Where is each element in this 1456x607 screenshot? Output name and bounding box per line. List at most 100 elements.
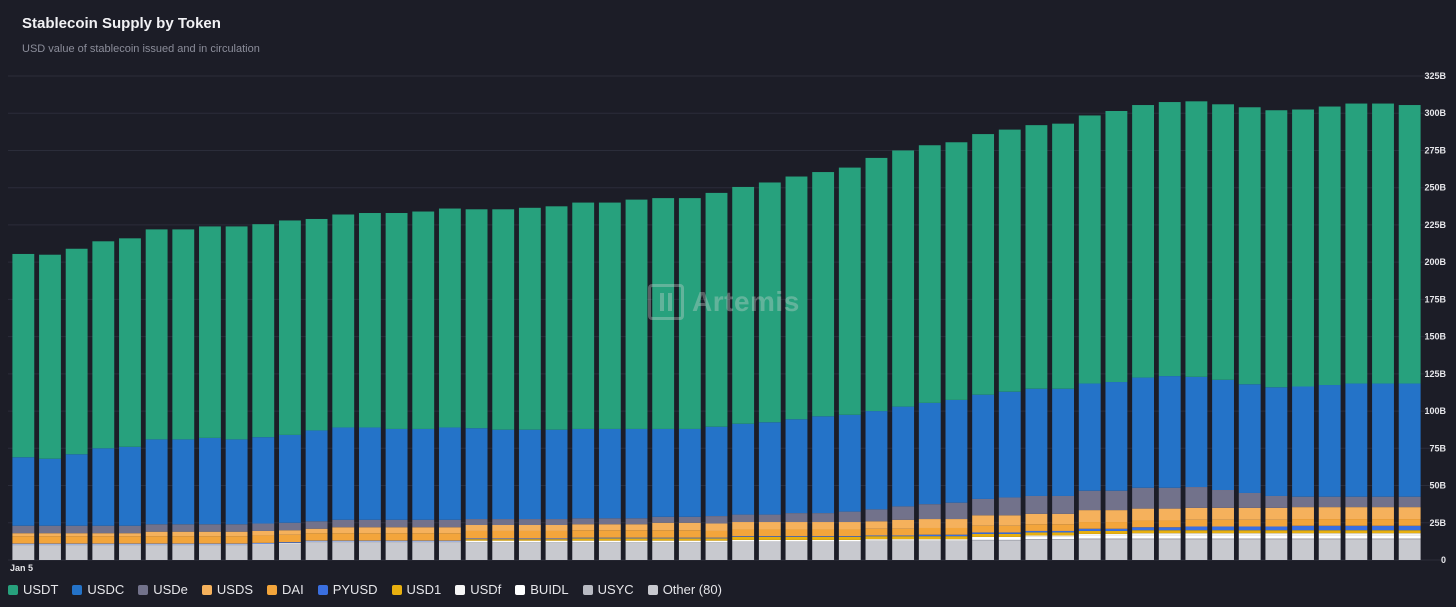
bar-segment-dai[interactable] <box>1158 520 1181 528</box>
bar-segment-usde[interactable] <box>252 523 275 531</box>
bar-segment-usdt[interactable] <box>199 226 221 438</box>
bar-segment-usdt[interactable] <box>1052 123 1075 389</box>
legend-item-usdf[interactable]: USDf <box>455 582 501 597</box>
bar-segment-buidl[interactable] <box>1292 535 1314 539</box>
bar-segment-usds[interactable] <box>305 528 328 534</box>
bar-segment-pyusd[interactable] <box>1158 527 1181 531</box>
bar-segment-usdc[interactable] <box>332 427 355 520</box>
bar-segment-pyusd[interactable] <box>279 542 301 543</box>
bar-segment-dai[interactable] <box>865 528 888 536</box>
bar-segment-other-80-[interactable] <box>252 544 275 560</box>
bar-segment-usdt[interactable] <box>518 207 541 430</box>
bar-segment-buidl[interactable] <box>172 544 195 546</box>
bar-segment-usde[interactable] <box>865 509 888 522</box>
bar-segment-usds[interactable] <box>279 530 301 535</box>
bar-segment-usde[interactable] <box>785 513 808 523</box>
bar-segment-usde[interactable] <box>1265 495 1288 508</box>
bar-segment-usdc[interactable] <box>1185 376 1208 488</box>
bar-segment-other-80-[interactable] <box>678 542 701 560</box>
bar-segment-usd1[interactable] <box>812 536 835 540</box>
bar-segment-pyusd[interactable] <box>225 543 248 545</box>
bar-segment-usd1[interactable] <box>598 538 621 541</box>
bar-segment-usds[interactable] <box>1105 510 1128 523</box>
bar-segment-usds[interactable] <box>1238 507 1261 520</box>
bar-segment-usdc[interactable] <box>545 429 568 520</box>
bar-segment-usdc[interactable] <box>1132 377 1154 488</box>
bar-segment-other-80-[interactable] <box>705 542 728 560</box>
bar-segment-usde[interactable] <box>1025 495 1048 514</box>
bar-segment-buidl[interactable] <box>705 540 728 543</box>
bar-segment-usdt[interactable] <box>1212 104 1234 380</box>
bar-segment-buidl[interactable] <box>812 539 835 542</box>
bar-segment-usdc[interactable] <box>65 454 88 526</box>
bar-segment-usd1[interactable] <box>572 538 595 541</box>
bar-segment-other-80-[interactable] <box>785 541 808 560</box>
bar-segment-buidl[interactable] <box>252 543 275 545</box>
bar-segment-pyusd[interactable] <box>678 537 701 539</box>
bar-segment-usds[interactable] <box>998 515 1021 526</box>
bar-segment-buidl[interactable] <box>12 544 35 546</box>
bar-segment-usyc[interactable] <box>1158 538 1181 540</box>
bar-segment-usde[interactable] <box>945 502 968 520</box>
bar-segment-dai[interactable] <box>1185 519 1208 527</box>
bar-segment-usdf[interactable] <box>1318 533 1341 536</box>
bar-segment-dai[interactable] <box>492 530 515 539</box>
bar-segment-buidl[interactable] <box>758 539 781 542</box>
bar-segment-usde[interactable] <box>1398 496 1421 508</box>
bar-segment-buidl[interactable] <box>865 539 888 541</box>
bar-segment-other-80-[interactable] <box>998 540 1021 560</box>
bar-segment-usdt[interactable] <box>279 220 301 435</box>
bar-segment-dai[interactable] <box>785 529 808 537</box>
bar-segment-usde[interactable] <box>1345 496 1368 508</box>
bar-segment-buidl[interactable] <box>1185 535 1208 539</box>
bar-segment-usdc[interactable] <box>812 416 835 514</box>
bar-segment-dai[interactable] <box>1132 520 1154 528</box>
bar-segment-buidl[interactable] <box>678 540 701 543</box>
bar-segment-usdc[interactable] <box>12 457 35 526</box>
bar-segment-pyusd[interactable] <box>1372 525 1394 531</box>
bar-segment-usyc[interactable] <box>998 539 1021 541</box>
bar-segment-usds[interactable] <box>545 525 568 531</box>
bar-segment-usds[interactable] <box>705 523 728 531</box>
bar-segment-usde[interactable] <box>812 513 835 523</box>
bar-segment-usdf[interactable] <box>1052 535 1075 537</box>
bar-segment-dai[interactable] <box>438 533 461 541</box>
bar-segment-other-80-[interactable] <box>838 541 861 560</box>
bar-segment-usds[interactable] <box>1078 510 1101 523</box>
bar-segment-dai[interactable] <box>838 529 861 537</box>
bar-segment-usdc[interactable] <box>652 428 675 517</box>
bar-segment-buidl[interactable] <box>119 544 141 546</box>
bar-segment-pyusd[interactable] <box>1265 526 1288 531</box>
bar-segment-usds[interactable] <box>492 525 515 531</box>
bar-segment-usdf[interactable] <box>1238 533 1261 536</box>
bar-segment-other-80-[interactable] <box>279 543 301 560</box>
bar-segment-buidl[interactable] <box>1132 535 1154 539</box>
bar-segment-other-80-[interactable] <box>812 541 835 560</box>
bar-segment-usdc[interactable] <box>598 428 621 519</box>
bar-segment-usdt[interactable] <box>1158 102 1181 377</box>
bar-segment-usdc[interactable] <box>172 439 195 525</box>
bar-segment-other-80-[interactable] <box>1185 539 1208 560</box>
bar-segment-usdt[interactable] <box>1318 106 1341 386</box>
bar-segment-pyusd[interactable] <box>838 536 861 537</box>
bar-segment-usdc[interactable] <box>918 402 941 505</box>
bar-segment-usdt[interactable] <box>1238 107 1261 385</box>
bar-segment-usd1[interactable] <box>705 538 728 541</box>
bar-segment-pyusd[interactable] <box>1078 528 1101 531</box>
bar-segment-dai[interactable] <box>1078 522 1101 529</box>
bar-segment-pyusd[interactable] <box>252 542 275 544</box>
bar-segment-dai[interactable] <box>545 530 568 539</box>
bar-segment-usdt[interactable] <box>758 182 781 423</box>
bar-segment-pyusd[interactable] <box>705 537 728 539</box>
bar-segment-usdt[interactable] <box>918 145 941 403</box>
bar-segment-usdt[interactable] <box>838 167 861 415</box>
bar-segment-usdc[interactable] <box>1078 383 1101 491</box>
bar-segment-usde[interactable] <box>518 519 541 526</box>
bar-segment-dai[interactable] <box>358 533 381 541</box>
bar-segment-usdc[interactable] <box>572 428 595 519</box>
bar-segment-usds[interactable] <box>572 524 595 531</box>
bar-segment-usdt[interactable] <box>119 238 141 447</box>
bar-segment-other-80-[interactable] <box>1078 539 1101 560</box>
bar-segment-usdt[interactable] <box>865 157 888 412</box>
bar-segment-dai[interactable] <box>918 527 941 535</box>
